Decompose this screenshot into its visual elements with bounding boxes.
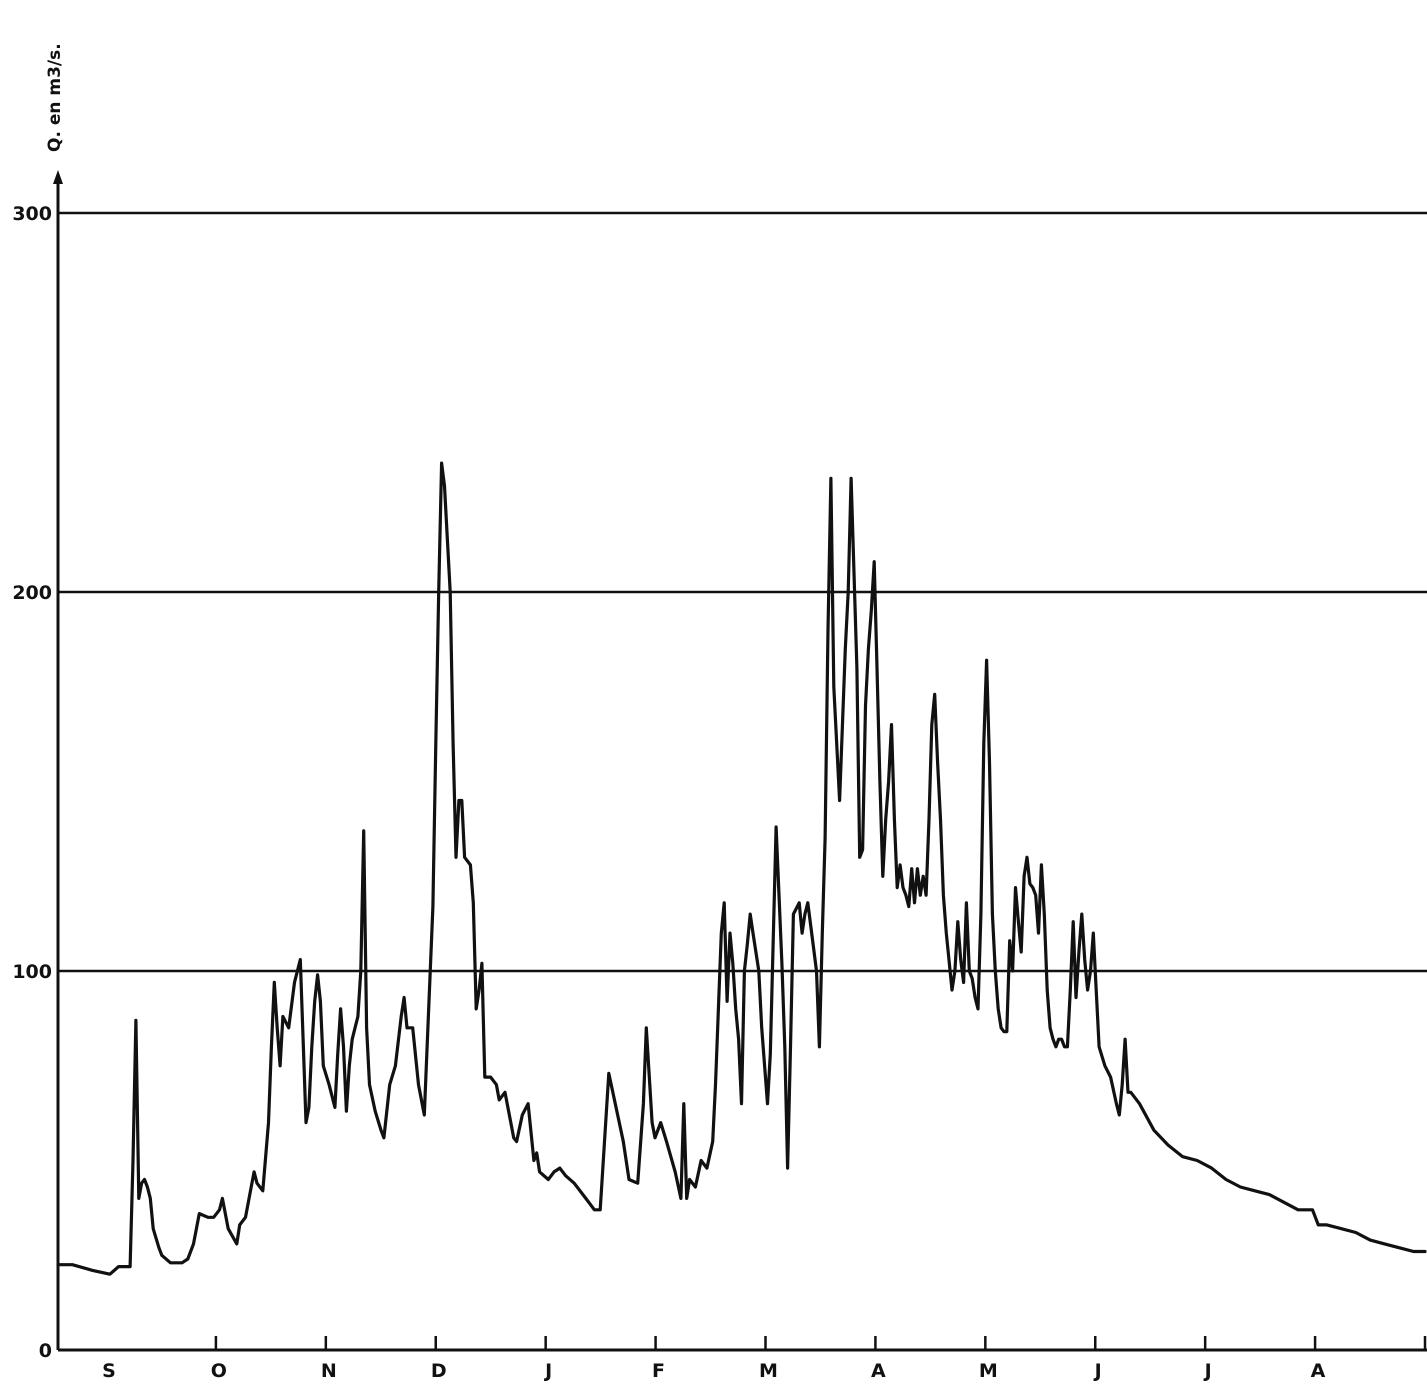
- y-tick-label-0: 0: [39, 1340, 52, 1362]
- month-label-5: J: [543, 1360, 552, 1382]
- y-axis-arrow: [53, 170, 63, 184]
- y-tick-label-100: 100: [12, 961, 52, 983]
- month-label-9: M: [979, 1360, 998, 1382]
- month-label-11: J: [1203, 1360, 1212, 1382]
- month-label-2: O: [211, 1360, 227, 1382]
- series-line-1: [56, 461, 1427, 1276]
- month-label-6: F: [652, 1360, 665, 1382]
- month-label-1: S: [102, 1360, 116, 1382]
- y-tick-label-200: 200: [12, 582, 52, 604]
- month-label-12: A: [1311, 1360, 1326, 1382]
- month-label-8: A: [871, 1360, 886, 1382]
- series-layer: [56, 461, 1427, 1276]
- y-axis-title: Q. en m3/s.: [45, 43, 65, 152]
- month-label-10: J: [1093, 1360, 1102, 1382]
- month-label-3: N: [321, 1360, 337, 1382]
- grid-lines: [58, 211, 1427, 973]
- y-tick-label-300: 300: [12, 203, 52, 225]
- month-label-4: D: [431, 1360, 447, 1382]
- axes: [53, 170, 1427, 1352]
- tick-labels: 0 100 200 300: [12, 203, 52, 1362]
- month-label-7: M: [759, 1360, 778, 1382]
